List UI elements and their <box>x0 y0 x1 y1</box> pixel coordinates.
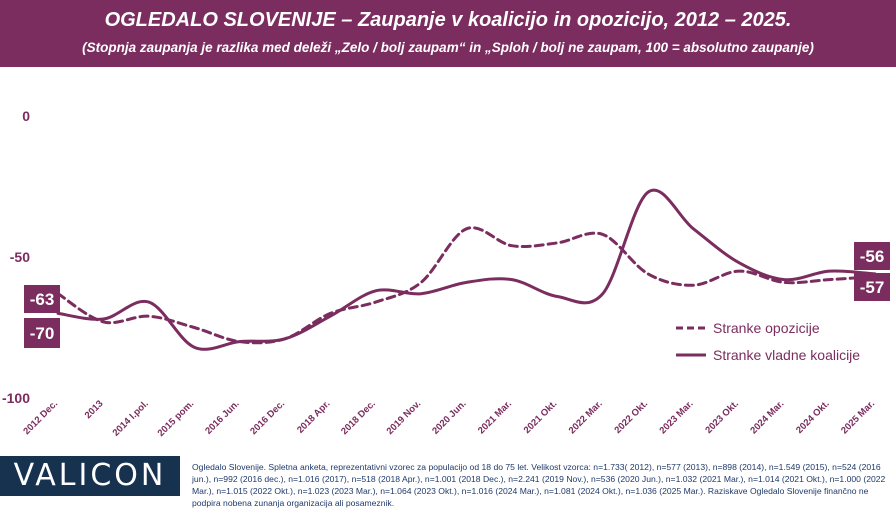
x-tick-label: 2023 Okt. <box>703 398 741 436</box>
x-tick-label: 2015 pom. <box>156 398 197 439</box>
x-tick-label: 2018 Dec. <box>339 398 378 437</box>
value-callouts: -63 -70 -56 -57 <box>24 242 890 348</box>
callout-right-opozicija: -57 <box>854 273 890 301</box>
x-tick-label: 2021 Okt. <box>522 398 560 436</box>
y-tick-label: -50 <box>10 249 30 265</box>
x-tick-label: 2014 I.pol. <box>111 398 151 438</box>
x-tick-label: 2021 Mar. <box>476 398 514 436</box>
legend: Stranke opozicije Stranke vladne koalici… <box>676 320 860 363</box>
x-tick-label: 2020 Jun. <box>430 398 468 436</box>
chart-header: OGLEDALO SLOVENIJE – Zaupanje v koalicij… <box>0 0 896 67</box>
x-tick-label: 2022 Okt. <box>613 398 651 436</box>
y-tick-label: -100 <box>2 390 30 406</box>
callout-left-koalicija-label: -70 <box>30 324 55 343</box>
x-tick-label: 2016 Jun. <box>203 398 241 436</box>
series-line-opozicija <box>56 226 877 345</box>
series-lines <box>56 188 877 351</box>
x-tick-label: 2024 Okt. <box>794 398 832 436</box>
callout-right-opozicija-label: -57 <box>860 278 885 297</box>
callout-left-opozicija-label: -63 <box>30 290 55 309</box>
legend-label-koalicija: Stranke vladne koalicije <box>713 347 860 363</box>
x-tick-label: 2013 <box>83 398 106 421</box>
chart-title: OGLEDALO SLOVENIJE – Zaupanje v koalicij… <box>104 9 792 31</box>
valicon-logo: VALICON <box>0 456 180 496</box>
x-tick-label: 2019 Nov. <box>385 398 424 437</box>
y-tick-label: 0 <box>22 108 30 124</box>
chart-subtitle: (Stopnja zaupanja je razlika med deleži … <box>82 40 814 55</box>
x-tick-label: 2022 Mar. <box>567 398 605 436</box>
x-tick-label: 2016 Dec. <box>248 398 287 437</box>
series-line-koalicija <box>56 188 877 351</box>
legend-label-opozicija: Stranke opozicije <box>713 320 820 336</box>
x-tick-label: 2023 Mar. <box>658 398 696 436</box>
callout-left-opozicija: -63 <box>24 285 60 313</box>
callout-left-koalicija: -70 <box>24 318 60 348</box>
x-tick-label: 2025 Mar. <box>839 398 877 436</box>
x-axis-ticks: 2012 Dec. 2013 2014 I.pol. 2015 pom. 2016 Ju… <box>21 398 877 439</box>
y-axis-ticks: 0 -50 -100 <box>2 108 30 406</box>
x-tick-label: 2018 Apr. <box>295 398 332 435</box>
x-tick-label: 2024 Mar. <box>748 398 786 436</box>
callout-right-koalicija-label: -56 <box>860 247 885 266</box>
trust-line-chart: 0 -50 -100 2012 Dec. 2013 2014 I.pol. 2015 po… <box>2 108 890 439</box>
callout-right-koalicija: -56 <box>854 242 890 270</box>
methodology-note: Ogledalo Slovenije. Spletna anketa, repr… <box>192 462 886 508</box>
